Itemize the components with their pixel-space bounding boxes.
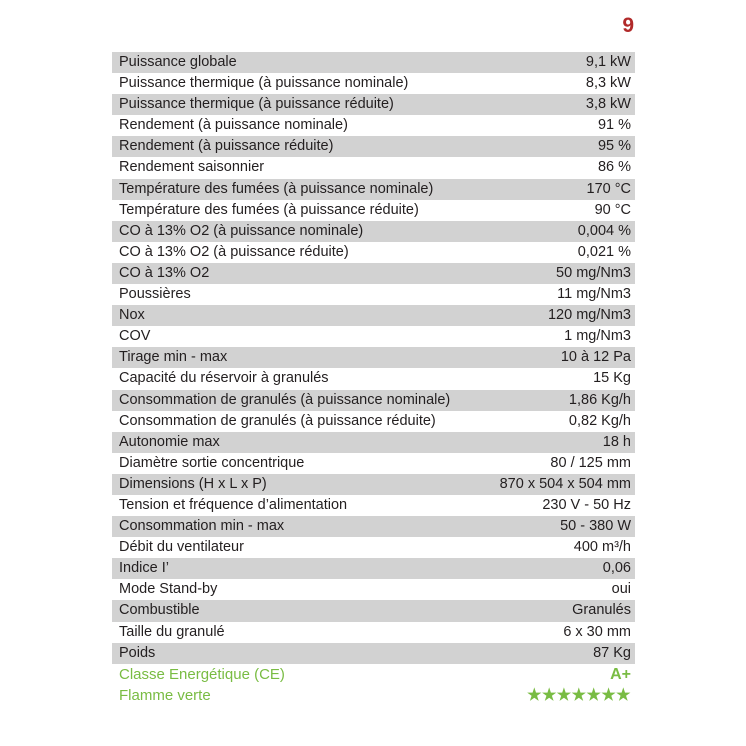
table-row: CO à 13% O2 (à puissance réduite) 0,021 % [112,241,635,263]
table-row: Consommation de granulés (à puissance ré… [112,410,635,432]
spec-label: CO à 13% O2 [119,264,210,281]
table-row: Puissance thermique (à puissance réduite… [112,94,635,116]
spec-label: Puissance globale [119,54,237,70]
spec-label: Tension et fréquence d’alimentation [119,496,348,513]
table-row: Rendement saisonnier 86 % [112,157,635,179]
table-row: Puissance thermique (à puissance nominal… [112,73,635,95]
spec-value: oui [611,581,631,598]
spec-value: 50 mg/Nm3 [556,264,631,281]
table-row: Rendement (à puissance nominale) 91 % [112,115,635,137]
spec-label: Tirage min - max [119,349,228,366]
spec-label: CO à 13% O2 (à puissance réduite) [119,243,349,260]
spec-value: 0,021 % [577,243,631,260]
spec-label: Combustible [119,602,200,619]
spec-value: 91 % [597,117,631,134]
table-row: Indice I’ 0,06 [112,558,635,580]
spec-label: Poussières [119,286,191,303]
spec-label: Consommation de granulés (à puissance ré… [119,412,436,429]
table-row: CO à 13% O2 50 mg/Nm3 [112,262,635,285]
spec-label: Autonomie max [119,433,220,450]
spec-value: 1 mg/Nm3 [564,328,631,345]
table-row: Consommation min - max 50 - 380 W [112,516,635,538]
spec-label: Rendement (à puissance nominale) [119,117,348,134]
table-row: Tension et fréquence d’alimentation 230 V… [112,494,635,517]
spec-label: Nox [119,307,145,324]
table-row: Température des fumées (à puissance rédu… [112,199,635,221]
star-rating: ★★★★★★★ [527,686,631,704]
spec-label: Température des fumées (à puissance nomi… [119,180,434,197]
table-row: Puissance globale 9,1 kW [112,52,635,74]
spec-value: 170 °C [586,180,632,197]
table-row: Combustible Granulés [112,600,635,622]
table-row: Poids 87 Kg [112,642,635,664]
table-row: Poussières 11 mg/Nm3 [112,284,635,306]
spec-value: 9,1 kW [585,54,631,70]
spec-label: Mode Stand-by [119,581,218,598]
spec-value: 8,3 kW [585,75,631,92]
spec-label: COV [119,328,151,345]
spec-label: Capacité du réservoir à granulés [119,370,329,387]
table-row: Capacité du réservoir à granulés 15 Kg [112,368,635,390]
spec-label: Consommation min - max [119,518,285,535]
spec-value: 870 x 504 x 504 mm [499,475,631,492]
spec-label: Diamètre sortie concentrique [119,454,305,471]
table-row: Taille du granulé 6 x 30 mm [112,621,635,643]
spec-label: Rendement (à puissance réduite) [119,138,334,155]
spec-value: 95 % [597,138,631,155]
spec-label: Débit du ventilateur [119,539,244,556]
spec-value: 90 °C [594,201,631,218]
spec-value: 80 / 125 mm [550,454,631,471]
spec-value: 86 % [597,159,631,176]
table-row: Consommation de granulés (à puissance no… [112,389,635,411]
spec-value: 6 x 30 mm [563,623,631,640]
spec-value: 230 V - 50 Hz [542,496,631,513]
spec-value: 11 mg/Nm3 [557,286,631,303]
table-row: Débit du ventilateur 400 m³/h [112,537,635,559]
spec-value: 0,06 [602,560,631,577]
spec-label: Indice I’ [119,560,169,577]
spec-label: Rendement saisonnier [119,159,265,176]
table-row: Rendement (à puissance réduite) 95 % [112,136,635,158]
spec-label: Flamme verte [119,686,211,704]
spec-value: 0,004 % [577,222,631,239]
table-row: CO à 13% O2 (à puissance nominale) 0,004 … [112,220,635,242]
spec-label: Puissance thermique (à puissance nominal… [119,75,409,92]
spec-value: 3,8 kW [585,96,631,113]
spec-value: 120 mg/Nm3 [547,307,631,324]
spec-value: Granulés [572,602,631,619]
spec-label: Classe Energétique (CE) [119,665,285,683]
spec-value: 1,86 Kg/h [568,391,631,408]
spec-label: Taille du granulé [119,623,225,640]
spec-value: A+ [610,665,631,683]
table-row: Classe Energétique (CE) A+ [112,663,635,685]
table-row: Température des fumées (à puissance nomi… [112,178,635,200]
spec-value: 50 - 380 W [560,518,631,535]
spec-label: Consommation de granulés (à puissance no… [119,391,451,408]
spec-label: CO à 13% O2 (à puissance nominale) [119,222,364,239]
spec-label: Température des fumées (à puissance rédu… [119,201,419,218]
spec-value: 10 à 12 Pa [560,349,631,366]
table-row: Mode Stand-by oui [112,579,635,601]
spec-value: 15 Kg [593,370,631,387]
spec-label: Poids [119,644,156,661]
table-row: Tirage min - max 10 à 12 Pa [112,347,635,369]
spec-label: Puissance thermique (à puissance réduite… [119,96,394,113]
table-row: Nox 120 mg/Nm3 [112,305,635,327]
table-row: COV 1 mg/Nm3 [112,326,635,348]
spec-value: 400 m³/h [573,539,631,556]
page-number: 9 [622,14,634,37]
table-row: Flamme verte ★★★★★★★ [112,684,635,706]
table-row: Diamètre sortie concentrique 80 / 125 mm [112,452,635,474]
spec-value: 0,82 Kg/h [568,412,631,429]
table-row: Autonomie max 18 h [112,431,635,453]
spec-value: 87 Kg [593,644,631,661]
specifications-table: Puissance globale 9,1 kW Puissance thermiq… [112,52,635,706]
spec-label: Dimensions (H x L x P) [119,475,267,492]
table-row: Dimensions (H x L x P) 870 x 504 x 504 mm [112,473,635,495]
spec-value: 18 h [602,433,631,450]
